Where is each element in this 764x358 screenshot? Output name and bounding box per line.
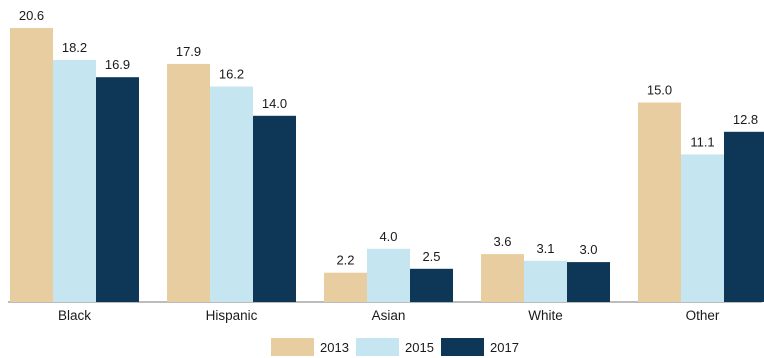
bar-black-2015	[53, 59, 96, 303]
bar-other-2013	[638, 102, 681, 302]
value-label-asian-2015: 4.0	[379, 229, 397, 244]
category-label-hispanic: Hispanic	[206, 308, 258, 323]
legend-label-2013: 2013	[320, 340, 349, 355]
legend-label-2017: 2017	[490, 340, 519, 355]
category-label-asian: Asian	[372, 308, 406, 323]
bar-white-2017	[567, 262, 610, 302]
legend-swatch-2013	[271, 338, 314, 356]
legend-label-2015: 2015	[405, 340, 434, 355]
value-label-asian-2013: 2.2	[336, 253, 354, 268]
bar-black-2013	[10, 28, 53, 302]
bar-hispanic-2015	[210, 86, 253, 302]
bar-white-2015	[524, 260, 567, 302]
value-label-black-2013: 20.6	[19, 8, 44, 23]
bar-asian-2017	[410, 268, 453, 303]
value-label-hispanic-2013: 17.9	[176, 44, 201, 59]
category-labels-layer: Black Hispanic Asian White Other	[58, 308, 720, 323]
value-label-black-2015: 18.2	[62, 40, 87, 55]
bar-hispanic-2017	[253, 115, 296, 302]
value-label-white-2017: 3.0	[579, 242, 597, 257]
bar-asian-2013	[324, 272, 367, 302]
bar-black-2017	[96, 77, 139, 302]
value-label-other-2015: 11.1	[690, 134, 714, 149]
bar-other-2017	[724, 131, 764, 302]
value-label-other-2017: 12.8	[733, 112, 758, 127]
legend-swatch-2015	[356, 338, 399, 356]
value-label-asian-2017: 2.5	[422, 249, 440, 264]
legend: 2013 2015 2017	[271, 338, 519, 356]
bar-asian-2015	[367, 248, 410, 302]
bar-other-2015	[681, 154, 724, 302]
value-label-hispanic-2017: 14.0	[262, 96, 287, 111]
category-label-black: Black	[58, 308, 91, 323]
category-label-other: Other	[686, 308, 720, 323]
value-label-white-2015: 3.1	[536, 241, 554, 256]
value-label-black-2017: 16.9	[105, 57, 130, 72]
value-label-other-2013: 15.0	[647, 83, 672, 98]
category-label-white: White	[528, 308, 563, 323]
value-label-white-2013: 3.6	[493, 234, 511, 249]
bar-white-2013	[481, 254, 524, 302]
bars-layer	[10, 28, 764, 303]
bar-hispanic-2013	[167, 63, 210, 303]
legend-swatch-2017	[441, 338, 484, 356]
value-label-hispanic-2015: 16.2	[219, 67, 244, 82]
value-labels-layer: 20.6 18.2 16.9 17.9 16.2 14.0 2.2 4.0 2.5 3.6 3.1 3…	[19, 8, 758, 268]
